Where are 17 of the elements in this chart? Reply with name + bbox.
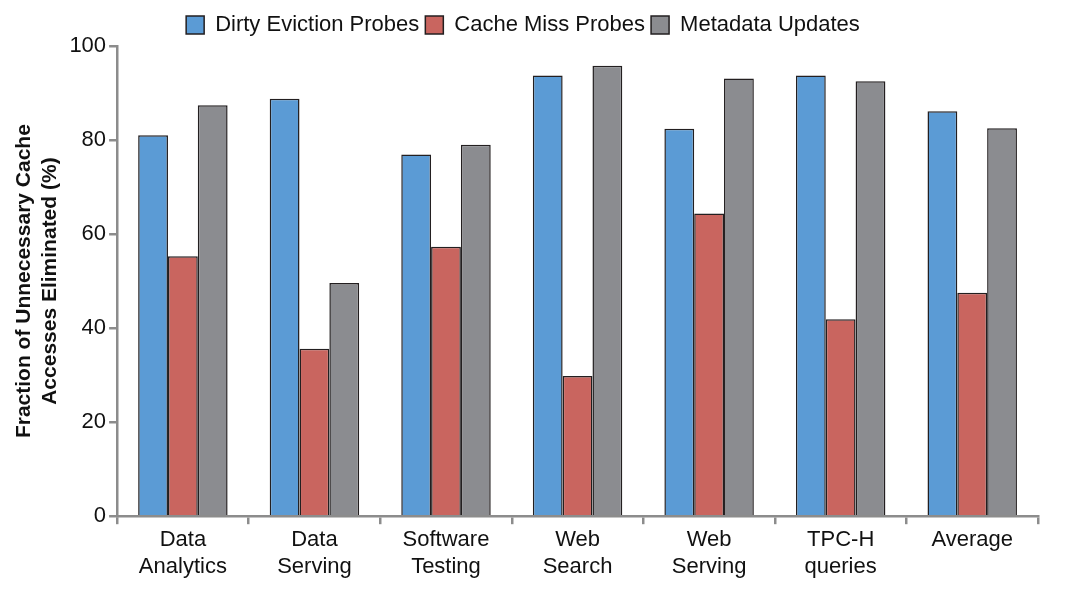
x-tick-label: Data Serving — [277, 526, 352, 578]
y-tick-label: 40 — [81, 314, 107, 340]
legend-label: Cache Miss Probes — [454, 11, 646, 37]
y-axis-title: Fraction of Unnecessary Cache Accesses Eliminated (%) — [11, 124, 60, 439]
y-tick-label: 20 — [81, 408, 107, 434]
x-tick-label: Web Search — [542, 526, 613, 578]
legend-label: Metadata Updates — [680, 11, 860, 37]
x-tick-label: TPC-H queries — [804, 526, 877, 578]
y-tick-label: 60 — [81, 220, 107, 246]
x-tick-label: Average — [931, 526, 1013, 552]
x-tick-label: Software Testing — [402, 526, 490, 578]
x-tick-label: Web Serving — [671, 526, 747, 578]
x-tick-label: Data Analytics — [138, 526, 227, 578]
y-tick-label: 0 — [93, 502, 107, 528]
y-tick-label: 80 — [81, 126, 107, 152]
y-tick-label: 100 — [69, 32, 107, 58]
legend-label: Dirty Eviction Probes — [215, 11, 420, 37]
